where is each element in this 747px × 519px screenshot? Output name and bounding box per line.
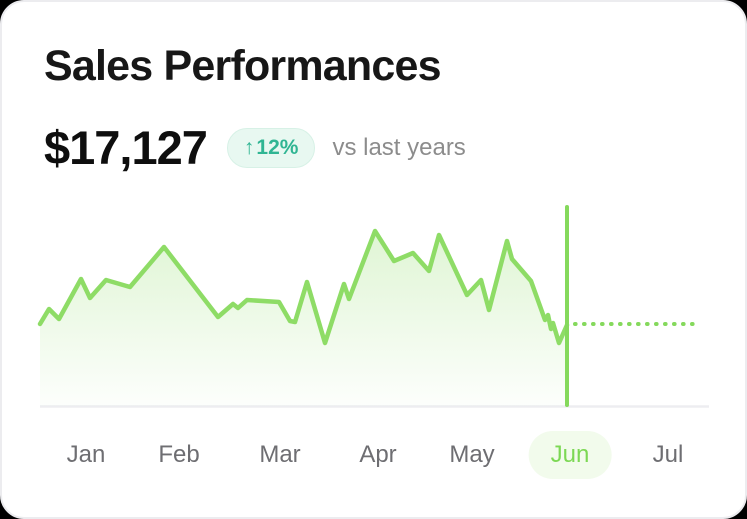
month-label-may[interactable]: May <box>449 441 495 468</box>
month-label-jan[interactable]: Jan <box>66 441 106 468</box>
month-label-jun[interactable]: Jun <box>528 431 612 479</box>
month-label-jul[interactable]: Jul <box>652 441 684 468</box>
total-sales-value: $17,127 <box>44 121 208 174</box>
sales-line <box>37 228 570 346</box>
month-label-apr[interactable]: Apr <box>359 441 397 468</box>
sales-area-fill <box>40 231 567 406</box>
comparison-label: vs last years <box>332 133 466 161</box>
value-row: $17,127 ↑ 12% vs last years <box>44 120 466 175</box>
month-label-mar[interactable]: Mar <box>259 441 301 468</box>
month-label-feb[interactable]: Feb <box>158 441 200 468</box>
growth-percentage: 12% <box>256 135 299 159</box>
growth-badge: ↑ 12% <box>226 127 316 168</box>
page-title: Sales Performances <box>44 42 442 90</box>
arrow-up-icon: ↑ <box>243 135 255 159</box>
